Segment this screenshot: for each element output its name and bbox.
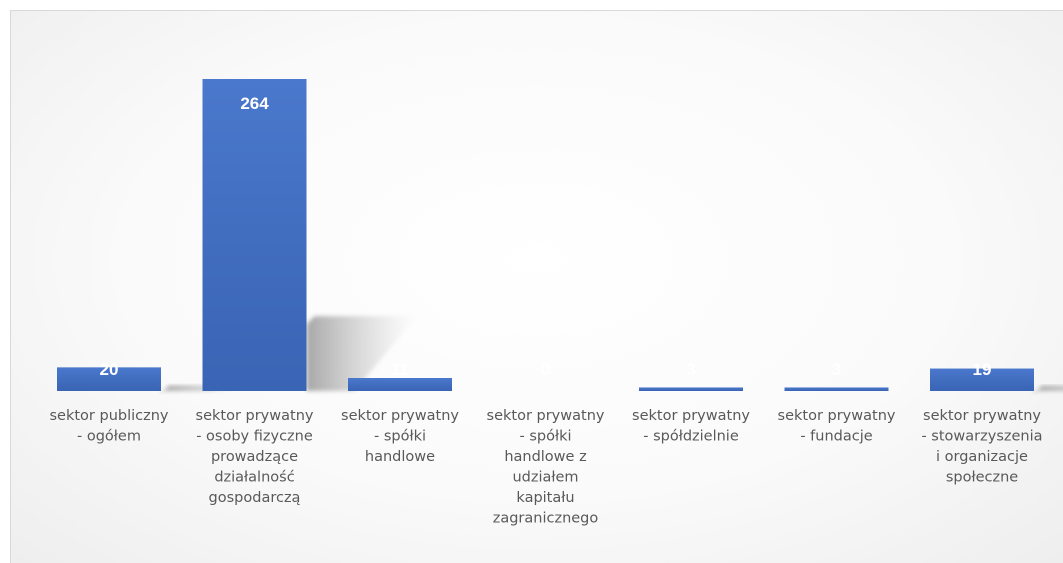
category-label: sektor prywatny - fundacje — [778, 408, 896, 445]
bar — [202, 79, 307, 391]
data-label: 264 — [240, 94, 269, 113]
bar-shadow — [1034, 385, 1063, 394]
data-label: 0 — [541, 360, 550, 379]
category-label: sektor prywatny - stowarzyszenia i organiz… — [921, 408, 1042, 486]
category-label: sektor prywatny - osoby fizyczne prowadząc… — [196, 408, 314, 506]
bar — [784, 387, 889, 391]
data-label: 20 — [100, 360, 119, 379]
data-label: 11 — [391, 360, 409, 379]
bar — [348, 378, 452, 391]
chart-area — [10, 10, 1063, 563]
category-label: sektor prywatny - spółki handlowe z udziałe… — [487, 408, 605, 527]
bar — [57, 367, 161, 391]
data-label: 19 — [973, 360, 992, 379]
bar — [639, 387, 743, 391]
data-label: 3 — [686, 360, 695, 379]
category-label: sektor prywatny - spółdzielnie — [632, 408, 750, 445]
bar-shadow — [306, 316, 417, 391]
data-label: 3 — [832, 360, 841, 379]
category-label: sektor publiczny - ogółem — [49, 408, 168, 445]
bar — [930, 368, 1034, 391]
category-label: sektor prywatny - spółki handlowe — [341, 408, 459, 465]
